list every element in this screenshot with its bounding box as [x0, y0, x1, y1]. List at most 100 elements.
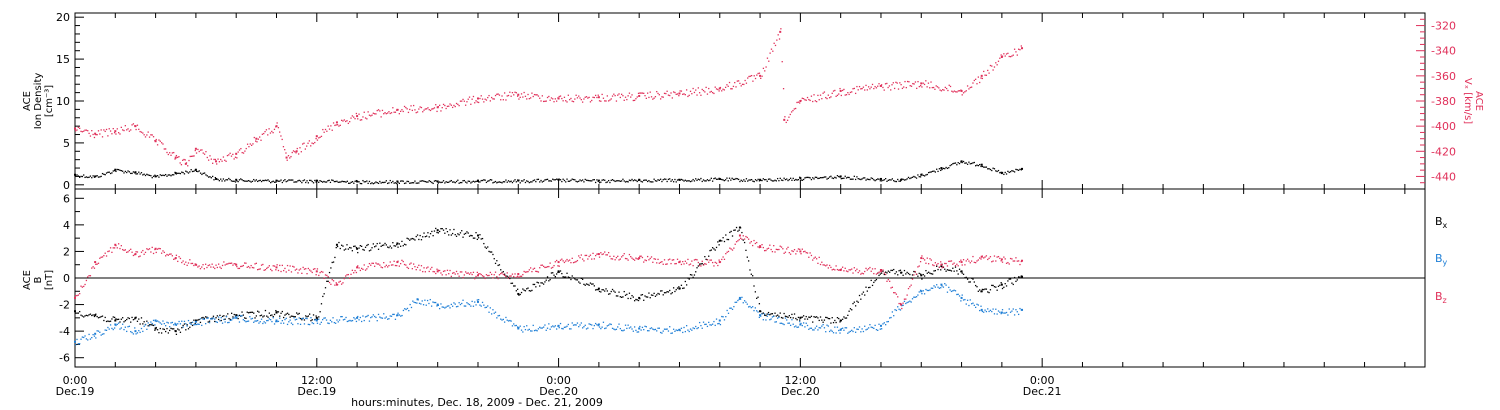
density-sample	[969, 163, 971, 165]
By-sample	[416, 302, 418, 304]
density-sample	[84, 176, 86, 179]
density-sample	[310, 179, 312, 182]
Bx-sample	[727, 238, 730, 241]
Bz-sample	[641, 256, 644, 259]
vx-sample	[708, 87, 710, 90]
vx-series	[74, 30, 1024, 165]
density-sample	[893, 180, 895, 182]
By-sample	[901, 304, 903, 307]
vx-sample	[476, 101, 478, 103]
vx-sample	[674, 91, 676, 94]
By-sample	[1011, 310, 1013, 312]
Bz-sample	[507, 277, 510, 279]
Bz-sample	[207, 264, 209, 267]
density-sample	[444, 182, 446, 184]
Bz-sample	[709, 259, 711, 261]
density-sample	[713, 177, 715, 180]
Bz-sample	[697, 261, 699, 264]
By-sample	[227, 321, 229, 324]
Bz-sample	[240, 265, 242, 268]
vx-sample	[953, 90, 956, 92]
Bz-sample	[769, 244, 771, 246]
density-sample	[290, 179, 293, 181]
Bx-sample	[570, 278, 572, 281]
Bx-sample	[977, 290, 979, 292]
Bz-sample	[786, 248, 788, 250]
density-sample	[588, 180, 590, 182]
vx-sample	[454, 105, 456, 108]
Bx-sample	[132, 319, 135, 321]
vx-sample	[536, 94, 538, 96]
By-point	[74, 340, 76, 343]
By-sample	[177, 323, 179, 325]
By-sample	[997, 310, 1000, 312]
vx-sample	[571, 100, 573, 102]
density-sample	[99, 176, 101, 178]
Bx-sample	[898, 270, 900, 272]
By-sample	[685, 325, 688, 327]
vx-sample	[600, 100, 602, 102]
Bz-series	[74, 234, 1024, 306]
Bx-sample	[323, 293, 325, 295]
density-sample	[670, 180, 672, 182]
density-sample	[212, 175, 214, 178]
Bz-sample	[821, 261, 823, 263]
Bz-sample	[449, 269, 451, 272]
vx-sample	[93, 136, 96, 139]
Bz-sample	[1008, 263, 1010, 265]
vx-sample	[624, 96, 627, 98]
Bx-point	[94, 314, 97, 317]
density-sample	[455, 180, 458, 183]
Bz-sample	[466, 272, 468, 274]
Bz-sample	[520, 275, 523, 277]
vx-sample	[696, 94, 698, 96]
density-sample	[574, 179, 576, 181]
Bx-sample	[848, 310, 850, 312]
density-sample	[325, 181, 328, 183]
Bz-sample	[827, 267, 829, 269]
Bx-sample	[919, 273, 922, 275]
density-sample	[600, 181, 602, 183]
By-sample	[885, 324, 887, 326]
vx-sample	[914, 81, 917, 83]
density-sample	[97, 176, 100, 178]
vx-sample	[389, 112, 391, 115]
vx-sample	[923, 83, 926, 86]
By-sample	[778, 316, 780, 318]
Bx-sample	[331, 261, 333, 264]
Bx-sample	[628, 292, 631, 294]
By-sample	[104, 329, 106, 331]
density-sample	[467, 180, 469, 182]
By-sample	[511, 325, 514, 327]
Bz-sample	[269, 268, 272, 271]
vx-sample	[880, 84, 883, 86]
Bz-sample	[752, 244, 754, 247]
By-sample	[858, 326, 861, 328]
Bz-sample	[472, 271, 475, 274]
vx-sample	[853, 87, 855, 90]
Bx-sample	[305, 315, 307, 317]
vx-sample	[622, 95, 624, 97]
density-sample	[450, 179, 452, 182]
Bz-sample	[372, 262, 374, 265]
vx-sample	[549, 99, 551, 101]
Bz-sample	[179, 257, 182, 260]
By-sample	[446, 305, 449, 307]
density-sample	[836, 175, 839, 177]
Bz-sample	[1003, 256, 1005, 258]
density-sample	[992, 167, 994, 169]
x-tick-label-time: 0:00	[1030, 374, 1055, 387]
Bz-point	[940, 263, 943, 266]
By-sample	[533, 329, 536, 332]
vx-sample	[865, 84, 867, 87]
vx-point	[1021, 47, 1024, 50]
vx-sample	[1015, 51, 1017, 53]
Bx-sample	[351, 250, 354, 252]
density-sample	[913, 175, 915, 178]
Bz-point	[759, 245, 762, 248]
vx-sample	[533, 93, 536, 96]
Bz-sample	[461, 271, 463, 273]
density-sample	[856, 176, 858, 178]
vx-sample	[224, 159, 226, 161]
By-sample	[940, 287, 942, 289]
